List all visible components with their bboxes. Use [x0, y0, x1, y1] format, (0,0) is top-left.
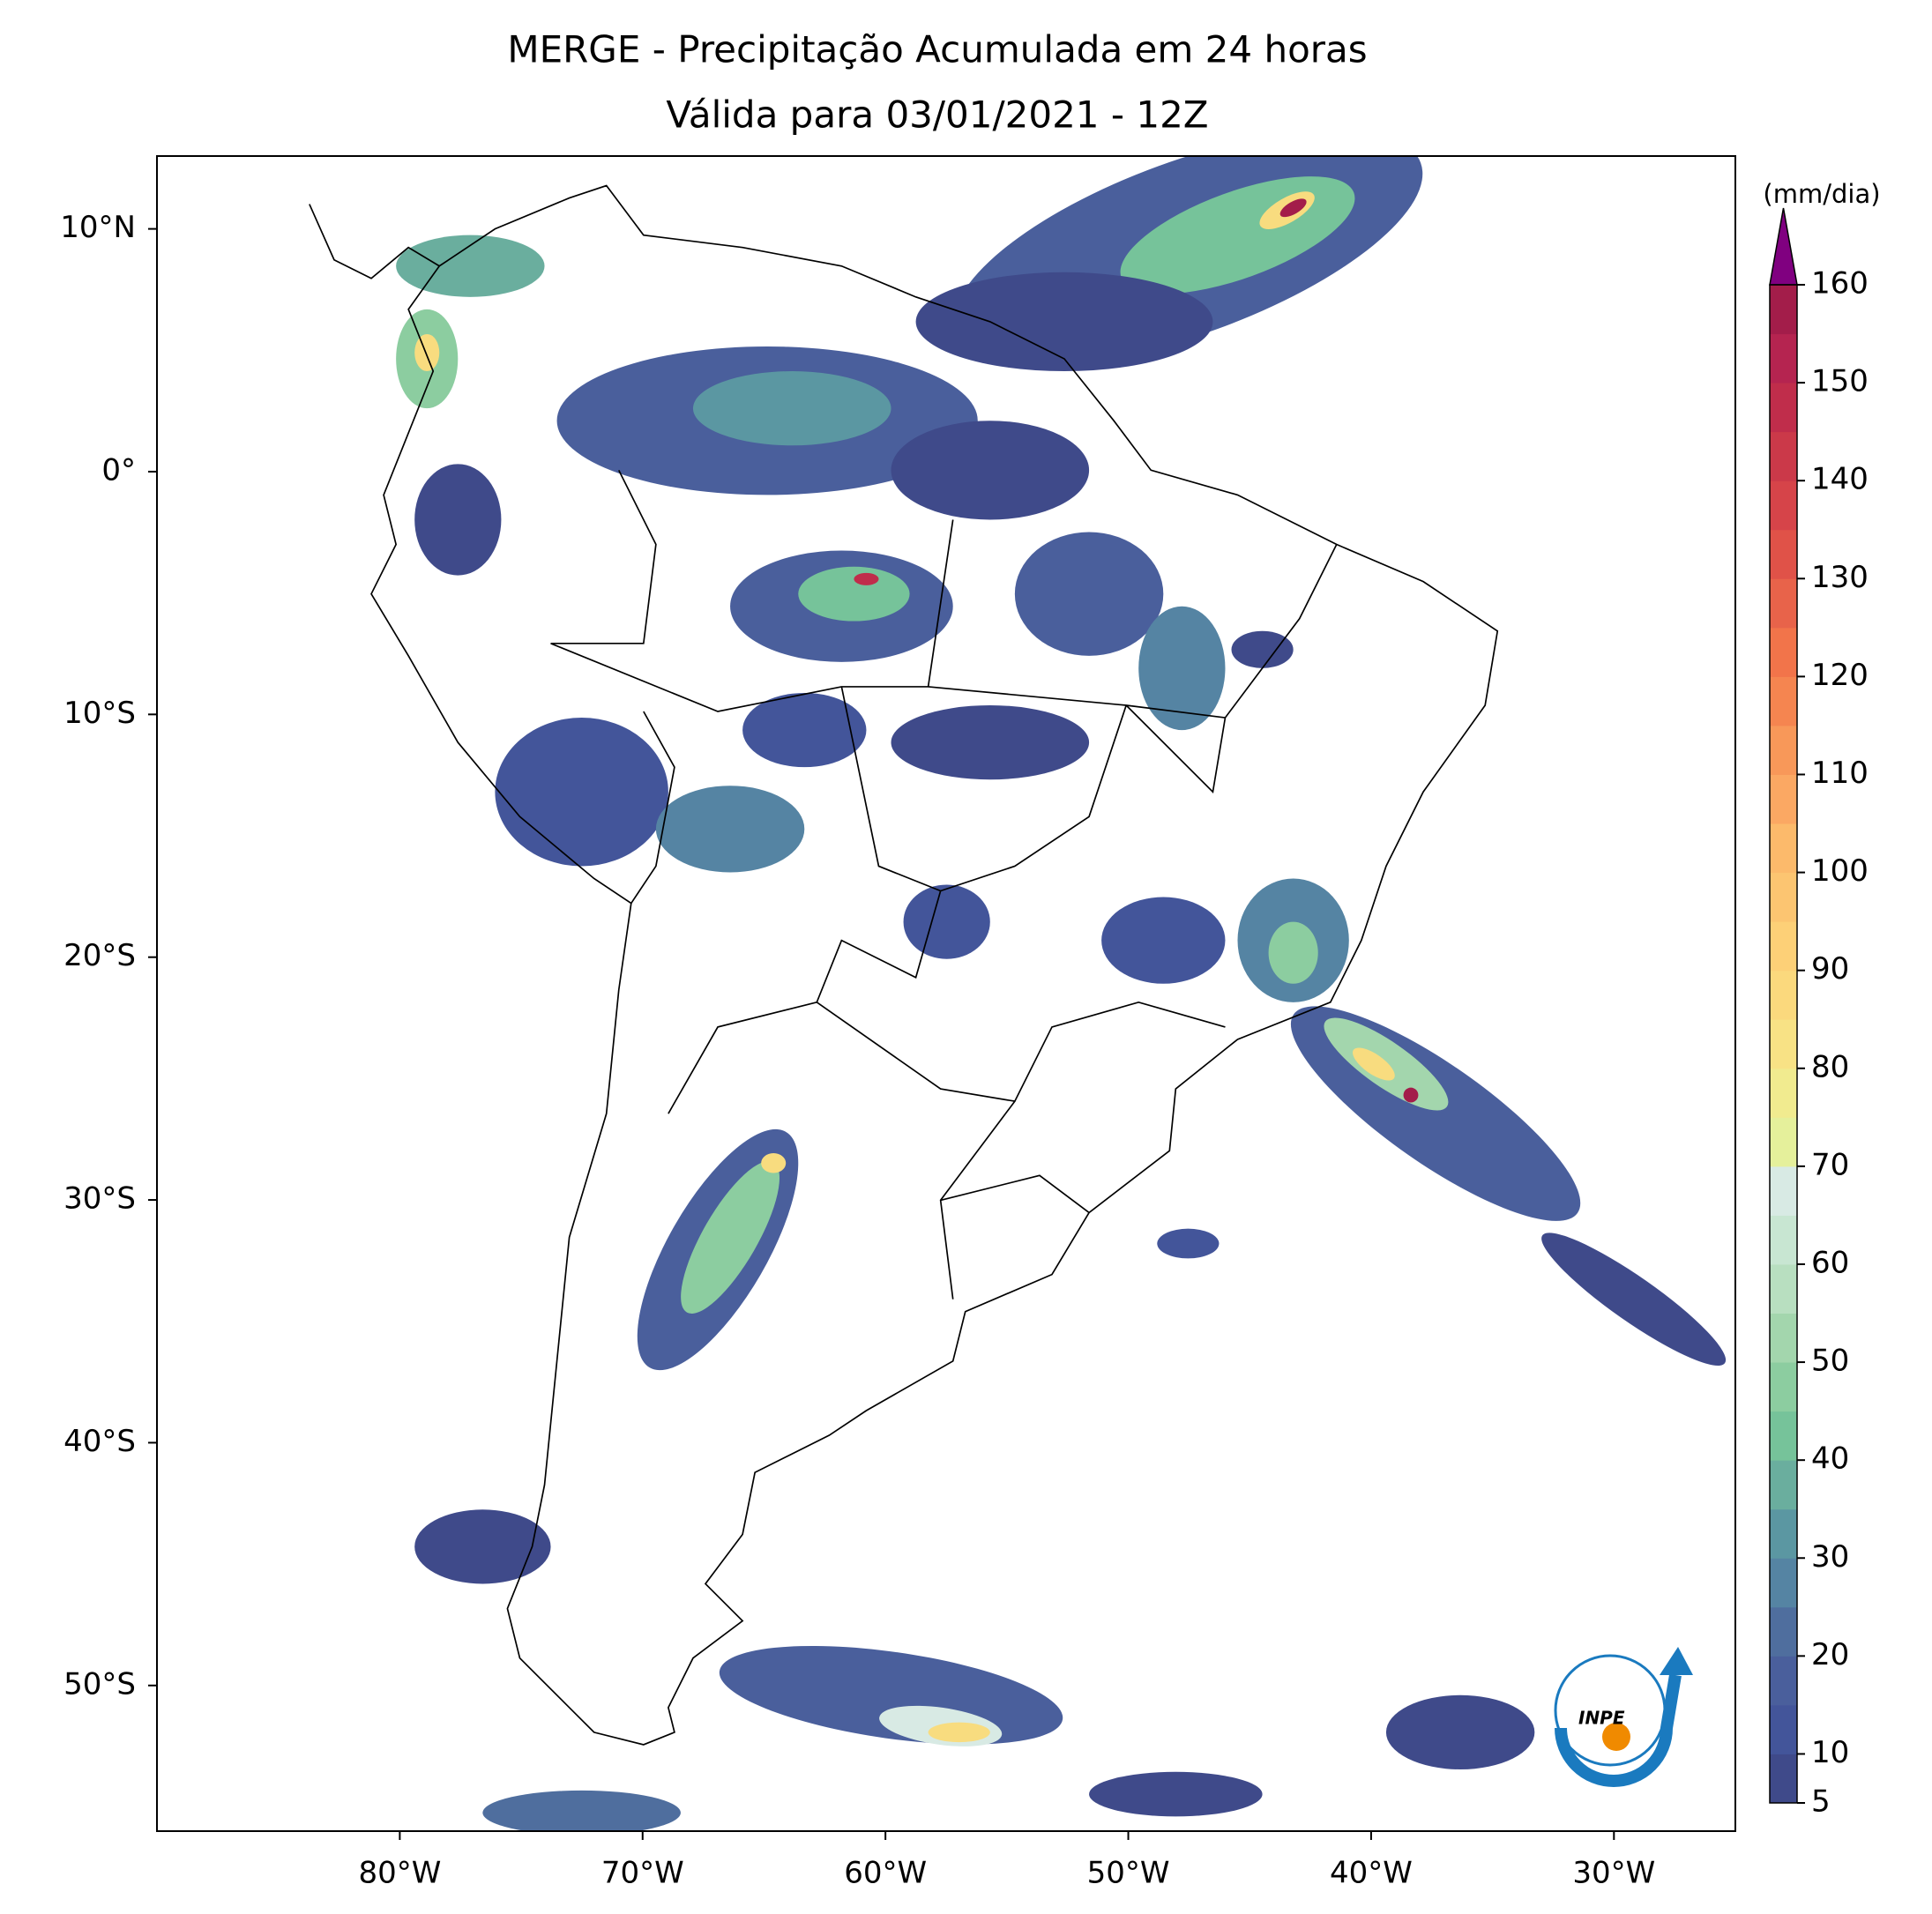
colorbar-band — [1770, 480, 1797, 531]
colorbar-band — [1770, 383, 1797, 433]
colorbar-extend — [1769, 207, 1798, 286]
y-tick-label: 20°S — [63, 938, 136, 973]
colorbar-tick-label: 110 — [1811, 756, 1869, 791]
colorbar-tick-label: 10 — [1811, 1735, 1849, 1770]
colorbar-tick-label: 50 — [1811, 1344, 1849, 1379]
y-tick-label: 30°S — [63, 1181, 136, 1217]
y-tick-label: 10°N — [60, 210, 136, 245]
colorbar-band — [1770, 1263, 1797, 1314]
colorbar-band — [1770, 921, 1797, 972]
colorbar-band — [1770, 823, 1797, 874]
y-tick-label: 0° — [101, 452, 136, 488]
x-tick-label: 30°W — [1572, 1856, 1655, 1891]
colorbar-band — [1770, 1313, 1797, 1363]
colorbar-band — [1770, 1019, 1797, 1069]
logo-text: INPE — [1578, 1708, 1625, 1729]
inpe-logo: INPE — [1554, 1647, 1693, 1787]
colorbar-tick-label: 40 — [1811, 1441, 1849, 1477]
coastline — [309, 184, 1499, 1746]
colorbar-band — [1770, 676, 1797, 726]
colorbar-tick-label: 140 — [1811, 462, 1869, 497]
colorbar-band — [1770, 1068, 1797, 1118]
colorbar-tick-label: 80 — [1811, 1049, 1849, 1084]
colorbar-band — [1770, 1460, 1797, 1510]
colorbar-band — [1770, 1656, 1797, 1706]
colorbar-band — [1770, 529, 1797, 579]
colorbar-band — [1770, 970, 1797, 1020]
colorbar-band — [1770, 1704, 1797, 1754]
x-tick-label: 50°W — [1087, 1856, 1170, 1891]
colorbar-band — [1770, 1411, 1797, 1461]
colorbar-tick-label: 30 — [1811, 1539, 1849, 1575]
colorbar-band — [1770, 1508, 1797, 1559]
colorbar-tick-label: 90 — [1811, 951, 1849, 987]
colorbar-band — [1770, 1215, 1797, 1265]
x-tick-label: 40°W — [1330, 1856, 1413, 1891]
y-tick-label: 50°S — [63, 1666, 136, 1702]
colorbar-frame — [1769, 284, 1798, 1804]
map-frame — [156, 155, 1736, 1832]
colorbar-tick-label: 150 — [1811, 364, 1869, 399]
colorbar-band — [1770, 333, 1797, 384]
colorbar-band — [1770, 627, 1797, 677]
colorbar-tick-label: 130 — [1811, 560, 1869, 595]
colorbar-band — [1770, 872, 1797, 922]
colorbar-band — [1770, 1117, 1797, 1167]
x-tick-label: 60°W — [844, 1856, 927, 1891]
title-line: Válida para 03/01/2021 - 12Z — [666, 93, 1208, 137]
colorbar-tick-label: 70 — [1811, 1147, 1849, 1182]
x-tick-label: 80°W — [358, 1856, 441, 1891]
title-line: MERGE - Precipitação Acumulada em 24 hor… — [507, 28, 1367, 71]
colorbar-band — [1770, 578, 1797, 629]
colorbar-band — [1770, 1362, 1797, 1412]
colorbar-band — [1770, 774, 1797, 824]
colorbar-tick-label: 5 — [1811, 1784, 1831, 1820]
colorbar-tick-label: 160 — [1811, 266, 1869, 302]
colorbar-band — [1770, 1166, 1797, 1216]
colorbar-band — [1770, 725, 1797, 775]
colorbar-band — [1770, 1754, 1797, 1804]
precipitation-fields — [396, 156, 1727, 1831]
map-area — [309, 156, 1727, 1831]
colorbar-band — [1770, 285, 1797, 335]
colorbar-band — [1770, 1558, 1797, 1608]
colorbar-band — [1770, 1606, 1797, 1657]
colorbar-tick-label: 120 — [1811, 658, 1869, 693]
colorbar-tick-label: 100 — [1811, 853, 1869, 889]
colorbar-band — [1770, 431, 1797, 481]
colorbar-tick-label: 20 — [1811, 1637, 1849, 1672]
colorbar-tick-label: 60 — [1811, 1245, 1849, 1280]
colorbar-label: (mm/dia) — [1763, 179, 1880, 209]
y-tick-label: 40°S — [63, 1424, 136, 1459]
x-tick-label: 70°W — [601, 1856, 684, 1891]
y-tick-label: 10°S — [63, 696, 136, 731]
